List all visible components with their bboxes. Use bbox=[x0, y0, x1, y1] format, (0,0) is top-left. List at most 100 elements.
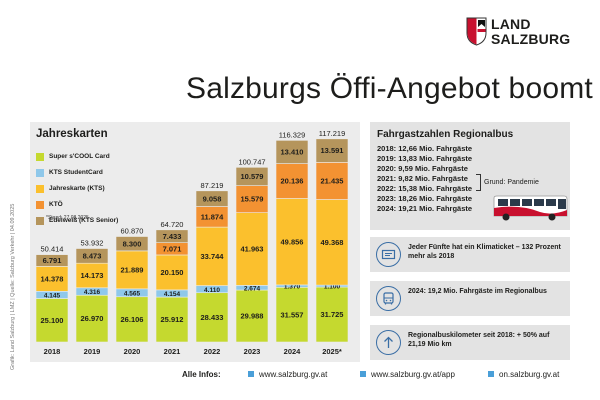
info-text-kilometers: Regionalbuskilometer seit 2018: + 50% au… bbox=[408, 332, 550, 348]
link-text: on.salzburg.gv.at bbox=[499, 370, 560, 379]
x-tick-label: 2022 bbox=[204, 347, 221, 356]
data-label: 4.110 bbox=[204, 287, 220, 294]
list-item: 2022: 15,38 Mio. Fahrgäste bbox=[377, 184, 473, 193]
bar-segment bbox=[195, 226, 229, 286]
data-label: 21.889 bbox=[121, 265, 144, 274]
data-label: 26.106 bbox=[121, 315, 144, 324]
bar-segment bbox=[235, 185, 269, 213]
info-text-passengers: 2024: 19,2 Mio. Fahrgäste im Regionalbus bbox=[408, 288, 547, 295]
bar-segment bbox=[235, 212, 269, 286]
bus-icon-circle bbox=[376, 286, 401, 311]
data-label: 7.071 bbox=[163, 244, 182, 253]
x-tick-label: 2020 bbox=[124, 347, 141, 356]
footer-link-website[interactable]: www.salzburg.gv.at bbox=[248, 370, 327, 379]
data-label: 4.565 bbox=[124, 290, 141, 297]
x-tick-label: 2018 bbox=[44, 347, 61, 356]
data-label: 15.579 bbox=[241, 195, 264, 204]
footer-link-app[interactable]: www.salzburg.gv.at/app bbox=[360, 370, 455, 379]
bar-segment bbox=[155, 254, 189, 291]
data-label: 4.316 bbox=[84, 289, 101, 296]
source-credit: Grafik: Land Salzburg | LMZ | Quelle: Sa… bbox=[10, 203, 16, 370]
data-label: 13.591 bbox=[321, 146, 344, 155]
data-label: 20.136 bbox=[281, 177, 304, 186]
data-label: 1.370 bbox=[284, 284, 301, 291]
legend-swatch bbox=[36, 168, 44, 177]
bar-segment bbox=[275, 198, 309, 286]
footer: Alle Infos: www.salzburg.gv.at www.salzb… bbox=[0, 368, 600, 384]
total-label: 60.870 bbox=[121, 227, 144, 236]
legend-item: KTÖ bbox=[36, 198, 156, 211]
data-label: 28.433 bbox=[201, 313, 224, 322]
data-label: 7.433 bbox=[163, 232, 182, 241]
regionalbus-list: 2018: 12,66 Mio. Fahrgäste 2019: 13,83 M… bbox=[377, 144, 472, 214]
x-tick-label: 2021 bbox=[164, 347, 181, 356]
bar-segment bbox=[75, 294, 109, 343]
data-label: 9.058 bbox=[203, 194, 222, 203]
legend-item: Jahreskarte (KTS) bbox=[36, 182, 156, 195]
data-label: 25.100 bbox=[41, 316, 64, 325]
info-box-kilometers: Regionalbuskilometer seit 2018: + 50% au… bbox=[370, 325, 570, 360]
logo-line2: SALZBURG bbox=[491, 31, 571, 47]
arrow-up-icon-circle bbox=[376, 330, 401, 355]
total-label: 53.932 bbox=[81, 239, 104, 248]
bus-icon bbox=[383, 292, 394, 305]
arrow-up-icon bbox=[384, 336, 393, 348]
link-square-icon bbox=[248, 371, 254, 377]
bar-segment bbox=[315, 138, 349, 163]
link-square-icon bbox=[360, 371, 366, 377]
bar-segment bbox=[275, 163, 309, 199]
info-text-klimaticket: Jeder Fünfte hat ein Klimaticket – 132 P… bbox=[408, 244, 561, 260]
chart-legend: Super s'COOL Card KTS StudentCard Jahreska… bbox=[36, 150, 156, 230]
data-label: 49.368 bbox=[321, 238, 344, 247]
data-label: 14.173 bbox=[81, 271, 104, 280]
legend-item: Edelweiß (KTS Senior) bbox=[36, 214, 156, 227]
list-item: 2019: 13,83 Mio. Fahrgäste bbox=[377, 154, 473, 163]
bar-segment bbox=[155, 296, 189, 343]
data-label: 10.579 bbox=[241, 172, 264, 181]
total-label: 117.219 bbox=[319, 129, 346, 138]
pandemic-reason: Grund: Pandemie bbox=[484, 179, 539, 186]
legend-label: KTS StudentCard bbox=[49, 169, 103, 176]
legend-label: Edelweiß (KTS Senior) bbox=[49, 217, 119, 224]
data-label: 20.150 bbox=[161, 268, 184, 277]
bar-segment bbox=[195, 190, 229, 207]
bar-segment bbox=[115, 250, 149, 290]
total-label: 100.747 bbox=[238, 157, 265, 166]
data-label: 8.473 bbox=[83, 251, 102, 260]
x-tick-label: 2019 bbox=[84, 347, 101, 356]
list-item: 2020: 9,59 Mio. Fahrgäste bbox=[377, 164, 468, 173]
x-tick-label: 2023 bbox=[244, 347, 261, 356]
coat-of-arms-icon bbox=[466, 17, 487, 46]
page-title: Salzburgs Öffi-Angebot boomt bbox=[186, 72, 593, 105]
legend-item: Super s'COOL Card bbox=[36, 150, 156, 163]
data-label: 31.557 bbox=[281, 310, 304, 319]
total-label: 64.720 bbox=[161, 220, 184, 229]
info-box-klimaticket: Jeder Fünfte hat ein Klimaticket – 132 P… bbox=[370, 237, 570, 272]
data-label: 49.856 bbox=[281, 237, 304, 246]
chart-title: Jahreskarten bbox=[36, 128, 108, 140]
legend-swatch bbox=[36, 184, 44, 193]
data-label: 8.300 bbox=[123, 239, 142, 248]
bar-segment bbox=[275, 140, 309, 164]
data-label: 33.744 bbox=[201, 252, 225, 261]
info-box-passengers: 2024: 19,2 Mio. Fahrgäste im Regionalbus bbox=[370, 281, 570, 316]
legend-label: KTÖ bbox=[49, 201, 63, 208]
total-label: 116.329 bbox=[279, 130, 306, 139]
legend-swatch bbox=[36, 200, 44, 209]
chart-panel: 25.100 4.145 14.378 6.791 50.414 2018 26.970 4.… bbox=[30, 122, 360, 362]
data-label: 29.988 bbox=[241, 312, 264, 321]
footer-link-online[interactable]: on.salzburg.gv.at bbox=[488, 370, 559, 379]
legend-item: KTS StudentCard bbox=[36, 166, 156, 179]
legend-swatch bbox=[36, 216, 44, 225]
list-item: 2023: 18,26 Mio. Fahrgäste bbox=[377, 194, 473, 203]
data-label: 11.874 bbox=[201, 212, 224, 221]
legend-label: Jahreskarte (KTS) bbox=[49, 185, 105, 192]
data-label: 4.145 bbox=[44, 293, 61, 300]
data-label: 26.970 bbox=[81, 314, 104, 323]
data-label: 21.435 bbox=[321, 177, 344, 186]
data-label: 14.378 bbox=[41, 274, 64, 283]
regionalbus-title: Fahrgastzahlen Regionalbus bbox=[377, 129, 514, 140]
list-item: 2018: 12,66 Mio. Fahrgäste bbox=[377, 144, 473, 153]
bar-segment bbox=[35, 254, 69, 267]
data-label: 31.725 bbox=[321, 310, 344, 319]
